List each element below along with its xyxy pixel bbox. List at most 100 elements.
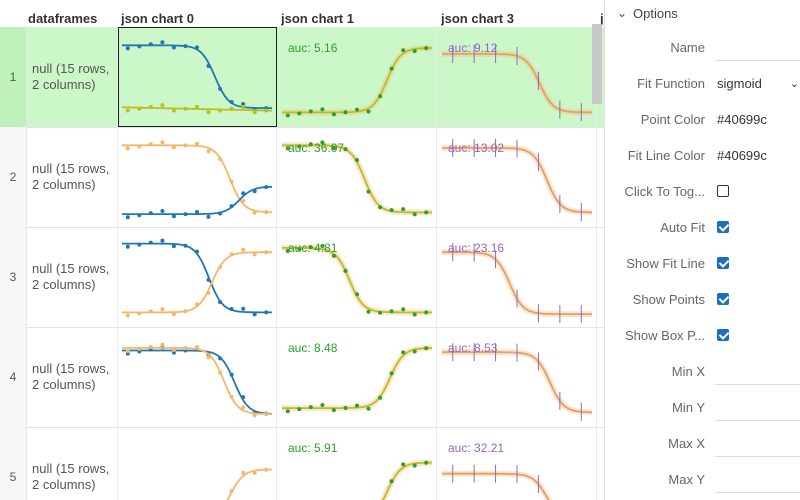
chart-1-plot bbox=[282, 45, 432, 118]
data-grid: dataframes json chart 0 json chart 1 jso… bbox=[0, 11, 604, 500]
data-point bbox=[195, 249, 199, 254]
name-input[interactable] bbox=[715, 38, 800, 61]
data-point bbox=[171, 45, 176, 50]
option-click-to-toggle: Click To Tog... bbox=[605, 174, 800, 210]
chart-3-plot bbox=[442, 464, 553, 500]
fit-line bbox=[122, 185, 273, 215]
fit-line bbox=[122, 242, 272, 314]
chart-cell-1[interactable]: auc: 8.48 bbox=[278, 327, 437, 427]
point-color-input[interactable]: #40699c bbox=[717, 112, 767, 127]
data-point bbox=[241, 198, 246, 203]
data-point bbox=[137, 213, 142, 218]
option-max-y: Max Y bbox=[605, 462, 800, 498]
row-number[interactable]: 2 bbox=[0, 127, 27, 227]
table-row[interactable]: 2 null (15 rows, 2 columns) auc: 36.07 auc:… bbox=[0, 127, 604, 228]
data-point bbox=[160, 238, 165, 243]
row-number[interactable]: 3 bbox=[0, 227, 27, 327]
chart-cell-1[interactable]: auc: 4.81 bbox=[278, 227, 437, 327]
col-header-truncated[interactable]: j bbox=[600, 11, 604, 26]
show-box-plots-checkbox[interactable] bbox=[717, 329, 729, 341]
data-point bbox=[308, 245, 313, 250]
data-point bbox=[412, 212, 417, 217]
dataframe-cell[interactable]: null (15 rows, 2 columns) bbox=[26, 127, 118, 227]
min-y-input[interactable] bbox=[715, 398, 800, 421]
options-title: Options bbox=[633, 5, 678, 21]
dataframe-cell[interactable]: null (15 rows, 2 columns) bbox=[26, 227, 118, 327]
dataframe-cell[interactable]: null (15 rows, 2 columns) bbox=[26, 27, 118, 127]
auc-label: auc: 9.12 bbox=[448, 41, 498, 55]
data-point bbox=[343, 110, 348, 115]
chart-cell-0[interactable] bbox=[118, 427, 277, 500]
max-x-input[interactable] bbox=[715, 434, 800, 457]
data-point bbox=[206, 290, 211, 295]
chart-cell-1[interactable]: auc: 5.91 bbox=[278, 427, 437, 500]
fit-line-color-input[interactable]: #40699c bbox=[717, 148, 767, 163]
show-points-checkbox[interactable] bbox=[717, 293, 729, 305]
table-row[interactable]: 4 null (15 rows, 2 columns) auc: 8.48 auc: … bbox=[0, 327, 604, 428]
col-header-json-chart-0[interactable]: json chart 0 bbox=[121, 11, 194, 26]
table-row[interactable]: 3 null (15 rows, 2 columns) auc: 4.81 auc: … bbox=[0, 227, 604, 328]
table-row[interactable]: 1 null (15 rows, 2 columns) auc: 5.16 auc: … bbox=[0, 27, 604, 128]
data-point bbox=[343, 406, 348, 410]
vertical-scrollbar-thumb[interactable] bbox=[592, 24, 602, 104]
chart-cell-1[interactable]: auc: 5.16 bbox=[278, 27, 437, 127]
data-point bbox=[366, 189, 371, 194]
chart-cell-3[interactable]: auc: 23.16 bbox=[438, 227, 597, 327]
chart-cell-0[interactable] bbox=[118, 227, 277, 327]
data-point bbox=[264, 467, 269, 472]
chart-cell-0[interactable] bbox=[118, 327, 277, 427]
row-number[interactable]: 1 bbox=[0, 27, 27, 127]
data-point bbox=[401, 350, 406, 355]
row-number[interactable]: 5 bbox=[0, 427, 27, 500]
col-header-json-chart-3[interactable]: json chart 3 bbox=[441, 11, 514, 26]
data-point bbox=[137, 44, 142, 49]
fit-function-value: sigmoid bbox=[717, 76, 762, 91]
data-point bbox=[183, 243, 188, 248]
data-point bbox=[229, 394, 234, 399]
data-point bbox=[297, 144, 302, 149]
fit-line bbox=[122, 251, 272, 314]
chart-cell-3[interactable]: auc: 13.02 bbox=[438, 127, 597, 227]
option-name: Name bbox=[605, 30, 800, 66]
data-point bbox=[125, 46, 130, 51]
option-show-fit-line: Show Fit Line bbox=[605, 246, 800, 282]
dataframe-cell[interactable]: null (15 rows, 2 columns) bbox=[26, 427, 118, 500]
data-point bbox=[137, 242, 142, 247]
chart-cell-3[interactable]: auc: 8.53 bbox=[438, 327, 597, 427]
option-auto-fit: Auto Fit bbox=[605, 210, 800, 246]
option-label: Fit Line Color bbox=[627, 148, 705, 163]
click-to-toggle-checkbox[interactable] bbox=[717, 185, 729, 197]
chart-cell-1[interactable]: auc: 36.07 bbox=[278, 127, 437, 227]
table-row[interactable]: 5 null (15 rows, 2 columns) auc: 5.91 auc: … bbox=[0, 427, 604, 500]
chart-cell-0[interactable] bbox=[118, 127, 277, 227]
row-number[interactable]: 4 bbox=[0, 327, 27, 427]
max-y-input[interactable] bbox=[715, 470, 800, 493]
chart-cell-0[interactable] bbox=[118, 27, 277, 127]
chart-0-plot bbox=[122, 238, 272, 318]
options-header[interactable]: ⌄ Options bbox=[617, 5, 678, 21]
option-show-box-plots: Show Box P... bbox=[605, 318, 800, 354]
data-point bbox=[218, 157, 223, 161]
data-point bbox=[401, 48, 406, 53]
data-point bbox=[264, 250, 269, 255]
chart-3-plot bbox=[442, 243, 592, 324]
data-point bbox=[389, 371, 394, 376]
show-fit-line-checkbox[interactable] bbox=[717, 257, 729, 269]
data-point bbox=[264, 412, 269, 416]
min-x-input[interactable] bbox=[715, 362, 800, 385]
data-point bbox=[218, 300, 223, 305]
auto-fit-checkbox[interactable] bbox=[717, 221, 729, 233]
data-point bbox=[285, 146, 290, 151]
option-label: Fit Function bbox=[637, 76, 705, 91]
option-fit-function: Fit Function sigmoid ⌄ bbox=[605, 66, 800, 102]
chevron-down-icon: ⌄ bbox=[789, 78, 799, 90]
dataframe-cell[interactable]: null (15 rows, 2 columns) bbox=[26, 327, 118, 427]
chart-cell-3[interactable]: auc: 32.21 bbox=[438, 427, 597, 500]
col-header-dataframes[interactable]: dataframes bbox=[28, 11, 98, 26]
chart-cell-3[interactable]: auc: 9.12 bbox=[438, 27, 597, 127]
chart-1-plot bbox=[379, 459, 432, 500]
chart-0-plot bbox=[122, 140, 273, 220]
fit-line bbox=[121, 106, 273, 112]
fit-function-select[interactable]: sigmoid ⌄ bbox=[717, 66, 800, 102]
col-header-json-chart-1[interactable]: json chart 1 bbox=[281, 11, 354, 26]
